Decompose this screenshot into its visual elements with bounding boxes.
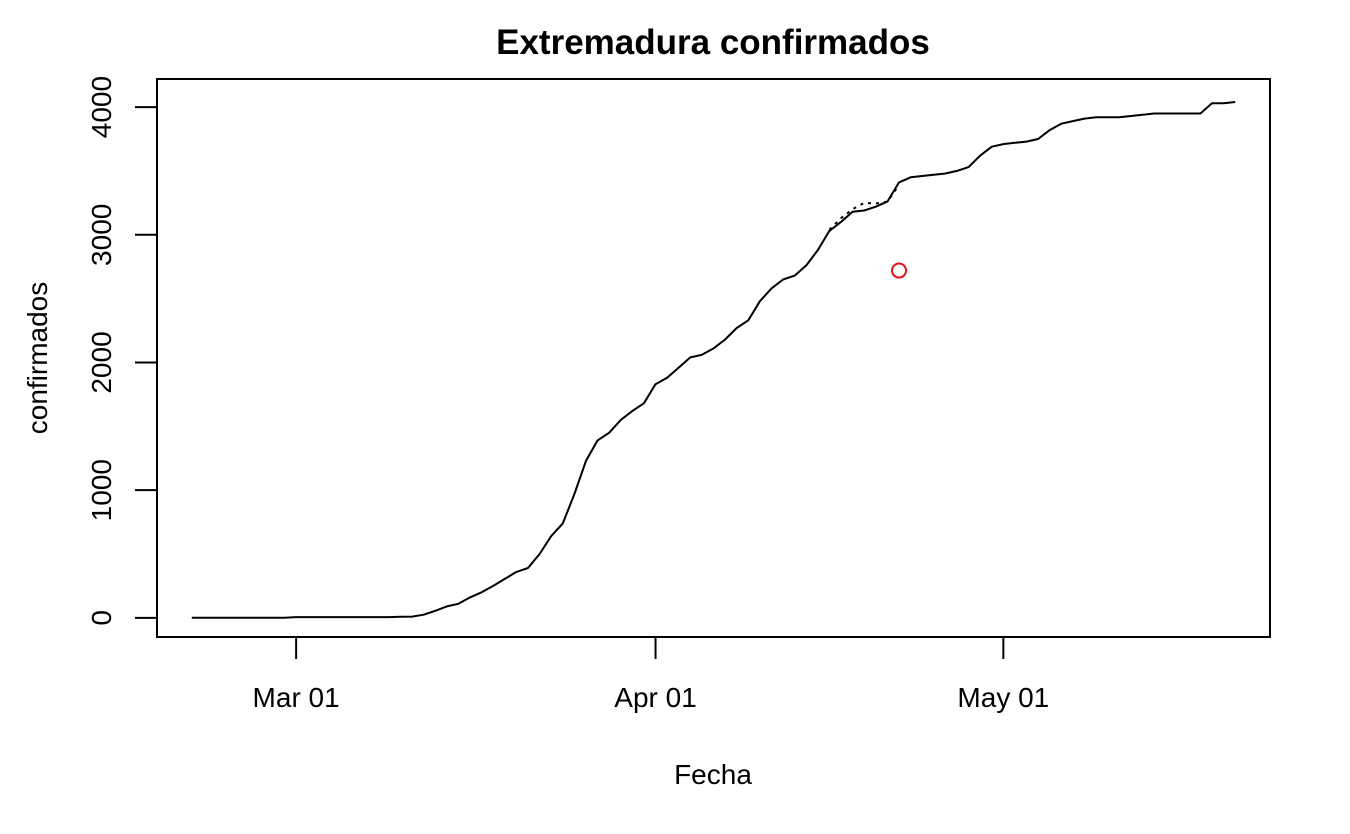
y-tick-label: 0 (86, 610, 117, 626)
plot-frame (156, 78, 1271, 638)
series-layer (191, 101, 1236, 619)
y-tick-label: 4000 (86, 76, 117, 138)
x-tick-label: May 01 (957, 682, 1049, 713)
chart-title: Extremadura confirmados (496, 23, 930, 62)
x-axis: Mar 01 Apr 01 May 01 (253, 637, 1049, 713)
series-line-solid (191, 101, 1236, 619)
y-tick-label: 3000 (86, 204, 117, 266)
y-axis-label: confirmados (22, 282, 53, 435)
highlight-point (891, 262, 907, 279)
point-layer (891, 262, 907, 279)
series-line-dotted (828, 184, 900, 231)
x-tick-label: Apr 01 (614, 682, 697, 713)
y-axis: 0 1000 2000 3000 4000 (86, 76, 157, 626)
x-tick-label: Mar 01 (253, 682, 340, 713)
y-tick-label: 2000 (86, 331, 117, 393)
y-tick-label: 1000 (86, 459, 117, 521)
x-axis-label: Fecha (674, 759, 752, 790)
